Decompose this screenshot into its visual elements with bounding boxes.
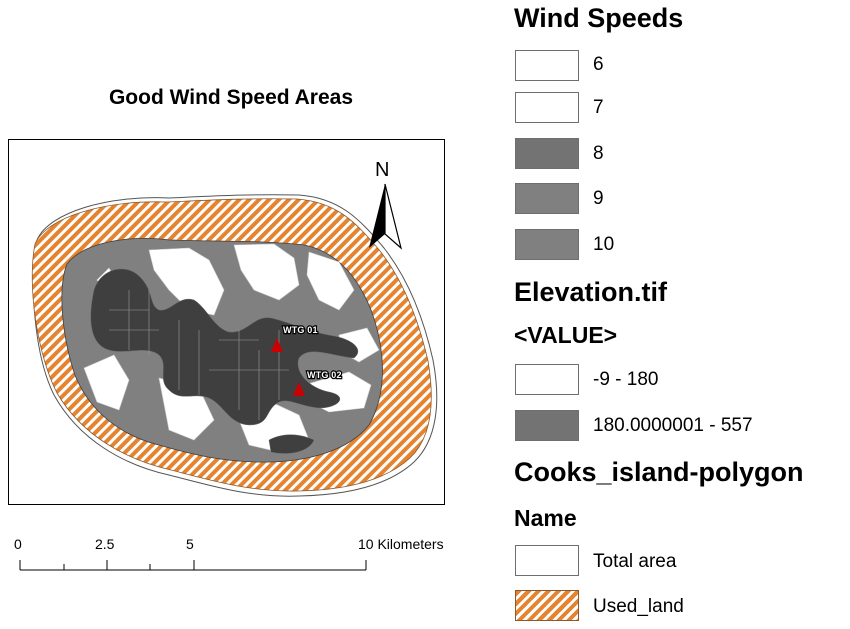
- turbine-wtg-01[interactable]: WTG 01: [271, 324, 319, 352]
- turbine-marker: [271, 338, 283, 352]
- scale-bar: 0 2.5 5 10 Kilometers: [14, 536, 484, 581]
- legend-subheading-name: Name: [514, 505, 577, 531]
- scale-tick-label: 10 Kilometers: [358, 536, 444, 552]
- legend-swatch-elev-high: [515, 410, 579, 441]
- legend-label: 8: [593, 143, 604, 164]
- scale-bar-graphic: [19, 560, 367, 571]
- legend-label: Total area: [593, 551, 677, 572]
- north-arrow-icon: [384, 183, 403, 250]
- map-frame: WTG 01 WTG 02 N: [8, 139, 445, 505]
- legend-swatch-wind-6: [515, 50, 579, 81]
- legend-label: -9 - 180: [593, 369, 659, 390]
- turbine-label: WTG 02: [307, 370, 342, 380]
- turbine-wtg-02[interactable]: WTG 02: [293, 369, 343, 396]
- legend-label: 9: [593, 188, 604, 209]
- map-canvas: WTG 01 WTG 02 N: [31, 159, 438, 497]
- parcel-lines: [109, 290, 289, 420]
- low-value-areas: [83, 243, 380, 453]
- legend-heading-wind-speeds: Wind Speeds: [514, 3, 684, 33]
- legend-swatch-wind-8: [515, 138, 579, 169]
- legend-heading-polygon: Cooks_island-polygon: [514, 457, 804, 487]
- turbine-label: WTG 01: [283, 325, 318, 335]
- scale-tick-label: 0: [14, 536, 22, 552]
- legend-subheading-value: <VALUE>: [514, 322, 618, 348]
- legend-heading-elevation: Elevation.tif: [514, 277, 668, 307]
- legend-swatch-wind-10: [515, 229, 579, 260]
- legend-label: 10: [593, 234, 615, 255]
- legend-label: 180.0000001 - 557: [593, 415, 753, 436]
- legend-swatch-total-area: [515, 545, 579, 576]
- legend-swatch-used-land: [515, 590, 579, 621]
- legend-swatch-wind-9: [515, 183, 579, 214]
- legend-label: Used_land: [593, 596, 684, 617]
- legend-swatch-wind-7: [515, 92, 579, 123]
- legend-label: 7: [593, 97, 604, 118]
- turbine-marker: [293, 382, 305, 396]
- map-title: Good Wind Speed Areas: [108, 86, 354, 109]
- scale-tick-label: 2.5: [95, 536, 115, 552]
- north-arrow: N: [369, 159, 403, 250]
- legend-swatch-elev-low: [515, 364, 579, 395]
- high-wind-areas: [90, 268, 359, 454]
- legend: Wind Speeds 6 7 8 9 10 Elevation.tif <VA…: [514, 0, 850, 629]
- north-label: N: [375, 159, 389, 181]
- legend-label: 6: [593, 54, 604, 75]
- total-area-outline: [32, 194, 438, 497]
- scale-tick-label: 5: [186, 536, 194, 552]
